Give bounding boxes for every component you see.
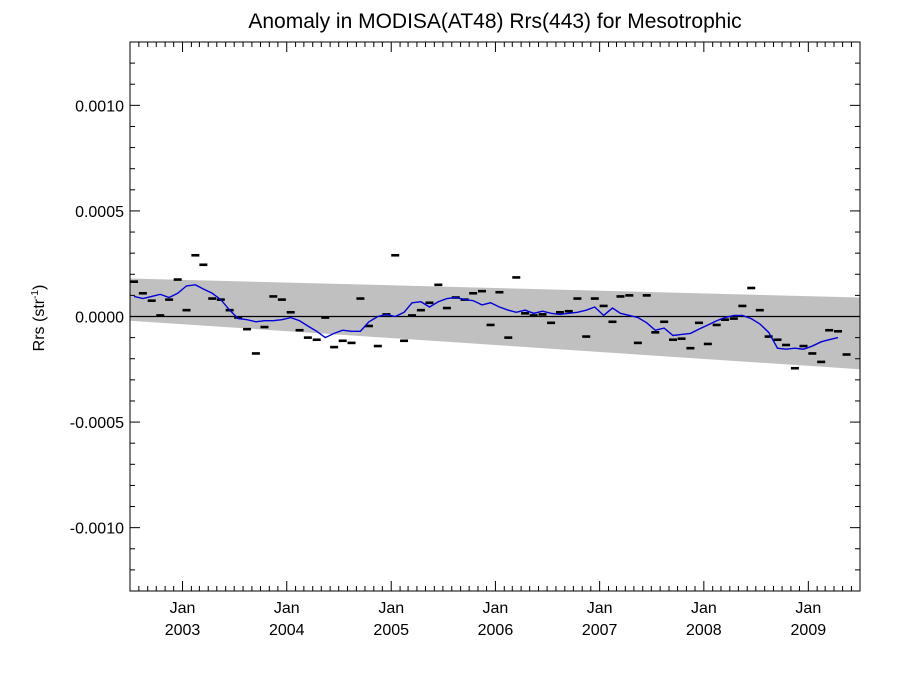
y-tick-label: -0.0010	[70, 521, 124, 538]
plot-area: 0.0010 0.0005 0.0000 -0.0005 -0.0010 Jan 2003 J…	[70, 41, 861, 639]
y-tick-label: 0.0005	[75, 204, 124, 221]
y-axis-label-main: Rrs (str	[31, 298, 48, 351]
x-tick-label-month: Jan	[483, 600, 509, 617]
x-tick-label-year: 2009	[791, 622, 827, 639]
y-axis-label-text: Rrs (str-1)	[30, 285, 48, 352]
chart-title: Anomaly in MODISA(AT48) Rrs(443) for Mes…	[248, 10, 741, 33]
x-tick-label-year: 2004	[269, 622, 305, 639]
confidence-band	[130, 278, 860, 370]
x-tick-label-month: Jan	[274, 600, 300, 617]
y-axis-label-superscript: -1	[30, 290, 41, 299]
y-tick-label: -0.0005	[70, 415, 124, 432]
x-tick-label-year: 2006	[478, 622, 514, 639]
x-tick-label-year: 2008	[686, 622, 722, 639]
x-tick-label-year: 2005	[373, 622, 409, 639]
x-tick-label-month: Jan	[795, 600, 821, 617]
y-tick-label: 0.0010	[75, 98, 124, 115]
y-axis-label-suffix: )	[31, 285, 48, 290]
y-tick-label: 0.0000	[75, 310, 124, 327]
x-tick-label-month: Jan	[170, 600, 196, 617]
x-tick-label-year: 2007	[582, 622, 618, 639]
x-tick-label-month: Jan	[691, 600, 717, 617]
y-axis-label: Rrs (str-1)	[30, 285, 48, 352]
x-tick-label-month: Jan	[587, 600, 613, 617]
x-tick-label-year: 2003	[165, 622, 201, 639]
smoothed-line	[133, 284, 839, 350]
x-tick-label-month: Jan	[378, 600, 404, 617]
